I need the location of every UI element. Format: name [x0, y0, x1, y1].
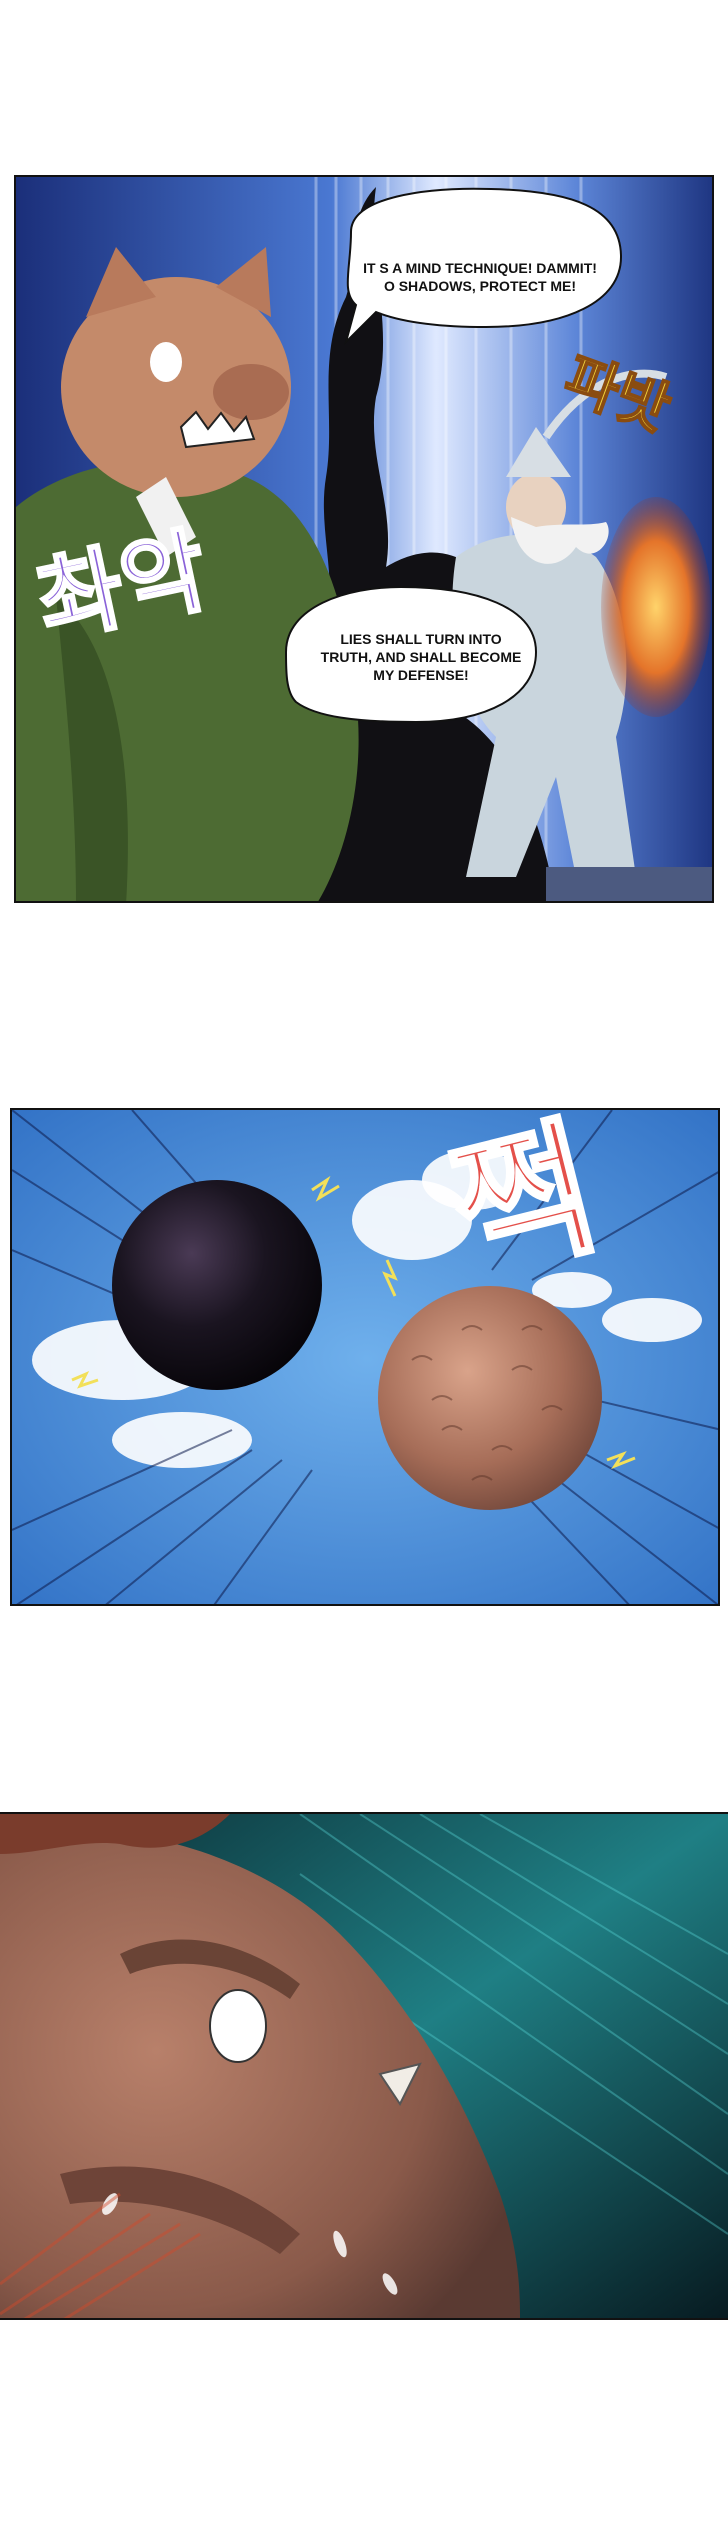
panel-orbs-collide: 쩍: [10, 1108, 720, 1606]
flesh-orb: [378, 1286, 602, 1510]
pig-robe-shade: [56, 597, 128, 901]
pig-nostril-shade: [60, 2166, 300, 2254]
sage-hat: [506, 427, 571, 477]
pig-ear-right: [216, 247, 271, 317]
pig-snout: [213, 364, 289, 420]
pig-collar: [136, 477, 196, 557]
flesh-orb-texture: [411, 1325, 563, 1481]
panel-pig-vs-sage: IT S A MIND TECHNIQUE! DAMMIT! O SHADOWS…: [14, 175, 714, 903]
motion-streaks: [0, 2192, 201, 2318]
black-orb: [112, 1180, 322, 1390]
panel-pig-closeup: [0, 1812, 728, 2320]
flame-burst: [601, 497, 711, 717]
sage-beard: [511, 517, 609, 564]
speech-bubble-2-text: LIES SHALL TURN INTO TRUTH, AND SHALL BE…: [320, 631, 522, 683]
pig-hair: [0, 1814, 230, 1854]
sage-hat-ribbon: [542, 369, 668, 440]
panel-3-art: [0, 1814, 728, 2318]
impact-sparks: [71, 1175, 636, 1470]
pig-eye-closeup: [209, 1989, 267, 2063]
panel-2-art: [12, 1110, 718, 1604]
pig-teeth: [179, 410, 256, 449]
sweat-drops: [102, 2193, 398, 2295]
speech-bubble-1: IT S A MIND TECHNIQUE! DAMMIT! O SHADOWS…: [360, 217, 600, 337]
pig-ear-left: [86, 247, 156, 317]
speech-bubble-2-shape: [284, 585, 538, 724]
panel-1-art: [16, 177, 712, 901]
pig-brow: [120, 1939, 300, 1999]
speech-bubble-1-text: IT S A MIND TECHNIQUE! DAMMIT! O SHADOWS…: [363, 260, 597, 294]
speech-bubble-1-shape: [344, 187, 623, 346]
speech-bubble-2: LIES SHALL TURN INTO TRUTH, AND SHALL BE…: [316, 597, 526, 717]
pig-eye: [150, 342, 182, 382]
floor-platform: [546, 867, 712, 901]
pig-tusk: [378, 2062, 422, 2106]
